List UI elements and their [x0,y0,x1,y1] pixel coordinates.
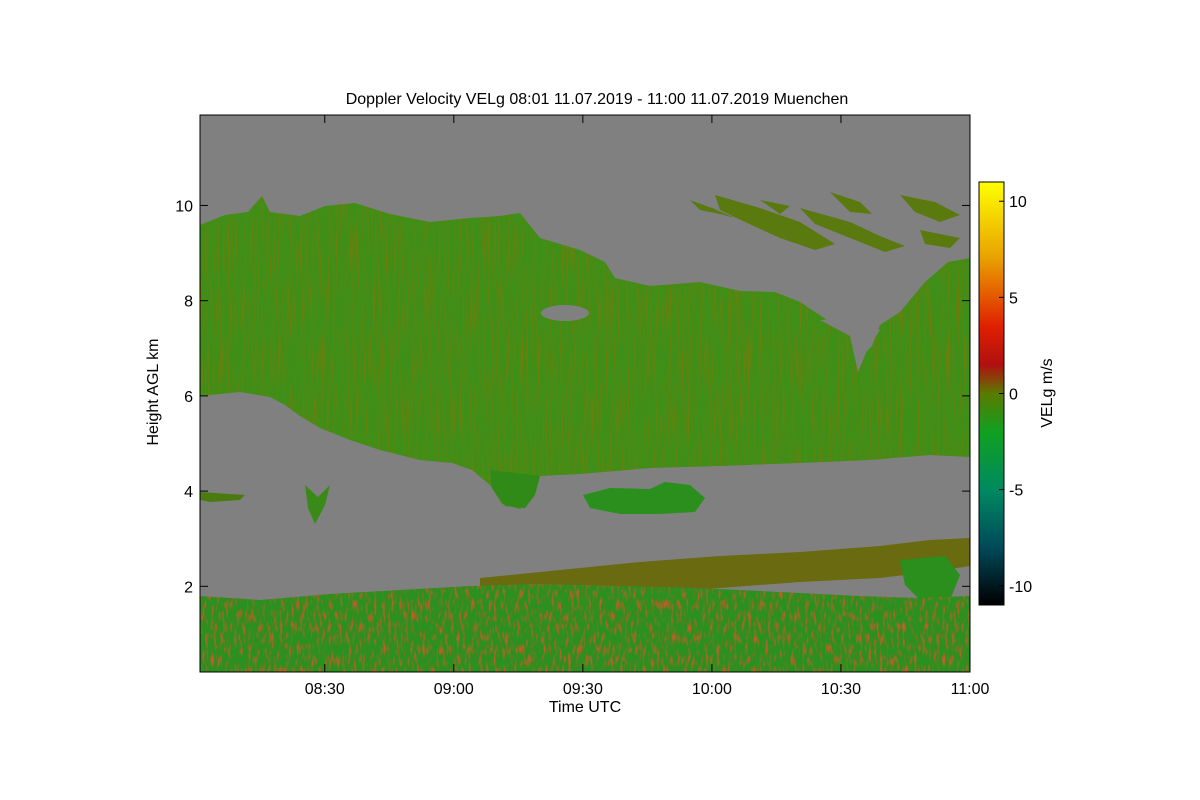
plot-area [200,115,970,672]
x-tick-label: 10:30 [821,681,861,698]
mid-level-patch [583,482,705,514]
colorbar-ticks: 10 5 0 -5 -10 [999,194,1032,596]
x-tick-label: 09:30 [563,681,603,698]
y-tick-label: 10 [175,198,193,215]
y-axis: 2 4 6 8 10 [175,198,970,596]
y-tick-label: 6 [184,389,193,406]
upper-cirrus-filaments [690,192,960,252]
cloud-gap-right [820,318,880,372]
y-axis-label: Height AGL km [145,338,162,445]
y-tick-label: 2 [184,579,193,596]
cloud-hole [541,305,589,321]
colorbar-tick-label: -5 [1009,483,1023,500]
colorbar-tick-label: -10 [1009,579,1032,596]
elevated-layer-green [900,556,960,600]
boundary-layer [200,584,970,672]
x-tick-label: 11:00 [951,681,990,698]
upper-ice-cloud [200,196,970,509]
fall-streak [490,470,540,508]
small-streak-0815 [305,485,330,524]
x-tick-label: 10:00 [692,681,732,698]
plot-frame [199,114,971,673]
x-axis-label: Time UTC [549,699,621,716]
colorbar: 10 5 0 -5 -10 VELg m/s [978,181,1056,606]
x-tick-label: 08:30 [305,681,345,698]
colorbar-tick-label: 0 [1009,387,1018,404]
y-tick-label: 4 [184,484,193,501]
x-axis: 08:30 09:00 09:30 10:00 10:30 11:00 [305,115,990,698]
y-tick-label: 8 [184,294,193,311]
x-tick-label: 09:00 [434,681,474,698]
colorbar-tick-label: 10 [1009,194,1027,211]
left-patch-4km [200,492,245,502]
elevated-layer [480,538,970,598]
colorbar-label: VELg m/s [1039,358,1056,427]
chart-title: Doppler Velocity VELg 08:01 11.07.2019 -… [346,91,849,108]
colorbar-tick-label: 5 [1009,290,1018,307]
